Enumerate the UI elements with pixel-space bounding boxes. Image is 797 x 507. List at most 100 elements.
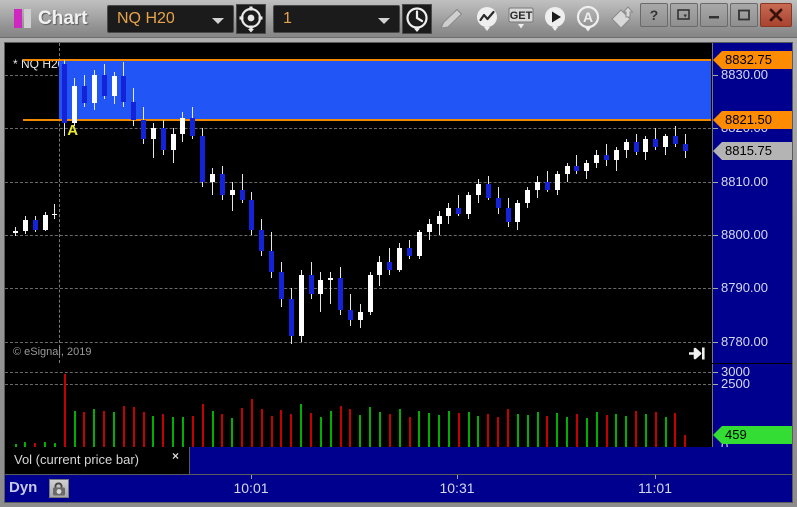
volume-axis-tick: [713, 371, 718, 373]
volume-bar: [191, 415, 194, 447]
zone-bottom-price-tag[interactable]: 8821.50: [713, 111, 792, 130]
candle-body: [22, 220, 28, 231]
volume-bar: [260, 409, 263, 447]
volume-bar: [585, 418, 588, 447]
volume-bar: [546, 415, 549, 447]
current-volume-tag[interactable]: 459: [713, 426, 792, 445]
tag-value: 8832.75: [725, 52, 772, 68]
candle-body: [288, 299, 294, 337]
candle-body: [525, 189, 531, 203]
candle-body: [200, 136, 206, 182]
get-icon[interactable]: GET: [507, 5, 537, 33]
price-axis-tick: [713, 235, 718, 236]
zone-top-price-tag[interactable]: 8832.75: [713, 51, 792, 70]
candle-body: [426, 224, 432, 233]
candle-body: [682, 144, 688, 151]
price-gridline: [5, 341, 711, 343]
candle-body: [653, 139, 659, 147]
dynamic-mode-box[interactable]: Dyn: [5, 475, 79, 502]
help-button[interactable]: ?: [640, 3, 668, 27]
price-pane[interactable]: A: [5, 43, 711, 363]
symbol-combo[interactable]: NQ H20: [107, 5, 234, 33]
volume-bar: [172, 417, 175, 447]
restore-button[interactable]: [670, 3, 698, 27]
candle-body: [219, 173, 225, 195]
candle-body: [190, 117, 196, 137]
volume-bar: [359, 414, 362, 447]
candle-body: [633, 141, 639, 153]
copyright-text: © eSignal, 2019: [13, 346, 92, 358]
supply-zone-rect[interactable]: [59, 60, 711, 121]
time-axis-tick: [457, 475, 458, 479]
tag-value: 8815.75: [725, 143, 772, 158]
candle-body: [62, 64, 68, 123]
zone-bottom-line[interactable]: [23, 119, 711, 122]
close-icon[interactable]: ×: [172, 449, 180, 463]
candle-wick: [152, 123, 154, 158]
tag-value: 8821.50: [725, 112, 772, 128]
volume-axis-tick: [713, 384, 718, 386]
candle-body: [535, 181, 541, 190]
volume-bar: [595, 411, 598, 447]
volume-pane[interactable]: [5, 364, 711, 447]
time-template-icon[interactable]: [402, 4, 432, 34]
candle-body: [298, 275, 304, 337]
volume-bar: [270, 415, 273, 447]
play-icon[interactable]: [541, 5, 571, 33]
candle-body: [338, 277, 344, 310]
volume-bar: [438, 414, 441, 447]
zone-top-line[interactable]: [23, 59, 711, 62]
volume-bar: [447, 410, 450, 447]
draw-tools-icon[interactable]: [437, 5, 467, 33]
candle-body: [111, 76, 117, 97]
candle-body: [13, 231, 18, 233]
price-axis[interactable]: 8830.008820.008810.008800.008790.008780.…: [712, 43, 792, 363]
close-button[interactable]: [760, 3, 792, 27]
volume-bar: [674, 413, 677, 447]
tag-body: [722, 142, 792, 160]
volume-study-label[interactable]: Vol (current price bar) ×: [5, 447, 190, 474]
time-axis-tick: [251, 475, 252, 479]
volume-bar: [319, 416, 322, 447]
candle-wick: [674, 125, 676, 147]
volume-axis-label: 0: [721, 439, 728, 454]
volume-bar: [83, 411, 86, 447]
volume-bar: [369, 406, 372, 447]
last-price-tag[interactable]: 8815.75: [713, 142, 792, 160]
volume-bar: [34, 443, 37, 447]
price-gridline: [5, 181, 711, 183]
volume-bar: [477, 415, 480, 447]
volume-gridline: [5, 371, 711, 373]
symbol-settings-icon[interactable]: [236, 4, 266, 34]
minimize-button[interactable]: [700, 3, 728, 27]
volume-bar: [575, 414, 578, 447]
candle-wick: [330, 272, 332, 305]
candle-body: [446, 208, 452, 217]
volume-bar: [398, 409, 401, 447]
volume-bar: [378, 412, 381, 447]
lock-icon[interactable]: [49, 479, 69, 498]
candle-body: [52, 213, 58, 216]
interval-combo[interactable]: 1: [273, 5, 400, 33]
tag-pointer: [713, 142, 722, 160]
candle-body: [249, 200, 255, 230]
maximize-button[interactable]: [730, 3, 758, 27]
volume-bar: [536, 411, 539, 447]
candle-body: [121, 76, 127, 102]
close-icon: [761, 4, 791, 26]
send-icon[interactable]: [609, 5, 639, 33]
candle-body: [544, 181, 550, 190]
candle-body: [170, 133, 176, 150]
chevron-down-icon: [212, 18, 224, 24]
goto-latest-icon[interactable]: [688, 346, 708, 361]
time-axis[interactable]: Dyn 10:01 10:31 11:01: [5, 474, 792, 502]
candle-body: [32, 220, 38, 230]
candle-body: [436, 216, 442, 225]
volume-study-name: Vol (current price bar): [14, 452, 139, 467]
studies-icon[interactable]: [473, 5, 503, 33]
volume-bar: [300, 404, 303, 447]
interval-value: 1: [283, 10, 292, 27]
alerts-icon[interactable]: A: [574, 5, 604, 33]
